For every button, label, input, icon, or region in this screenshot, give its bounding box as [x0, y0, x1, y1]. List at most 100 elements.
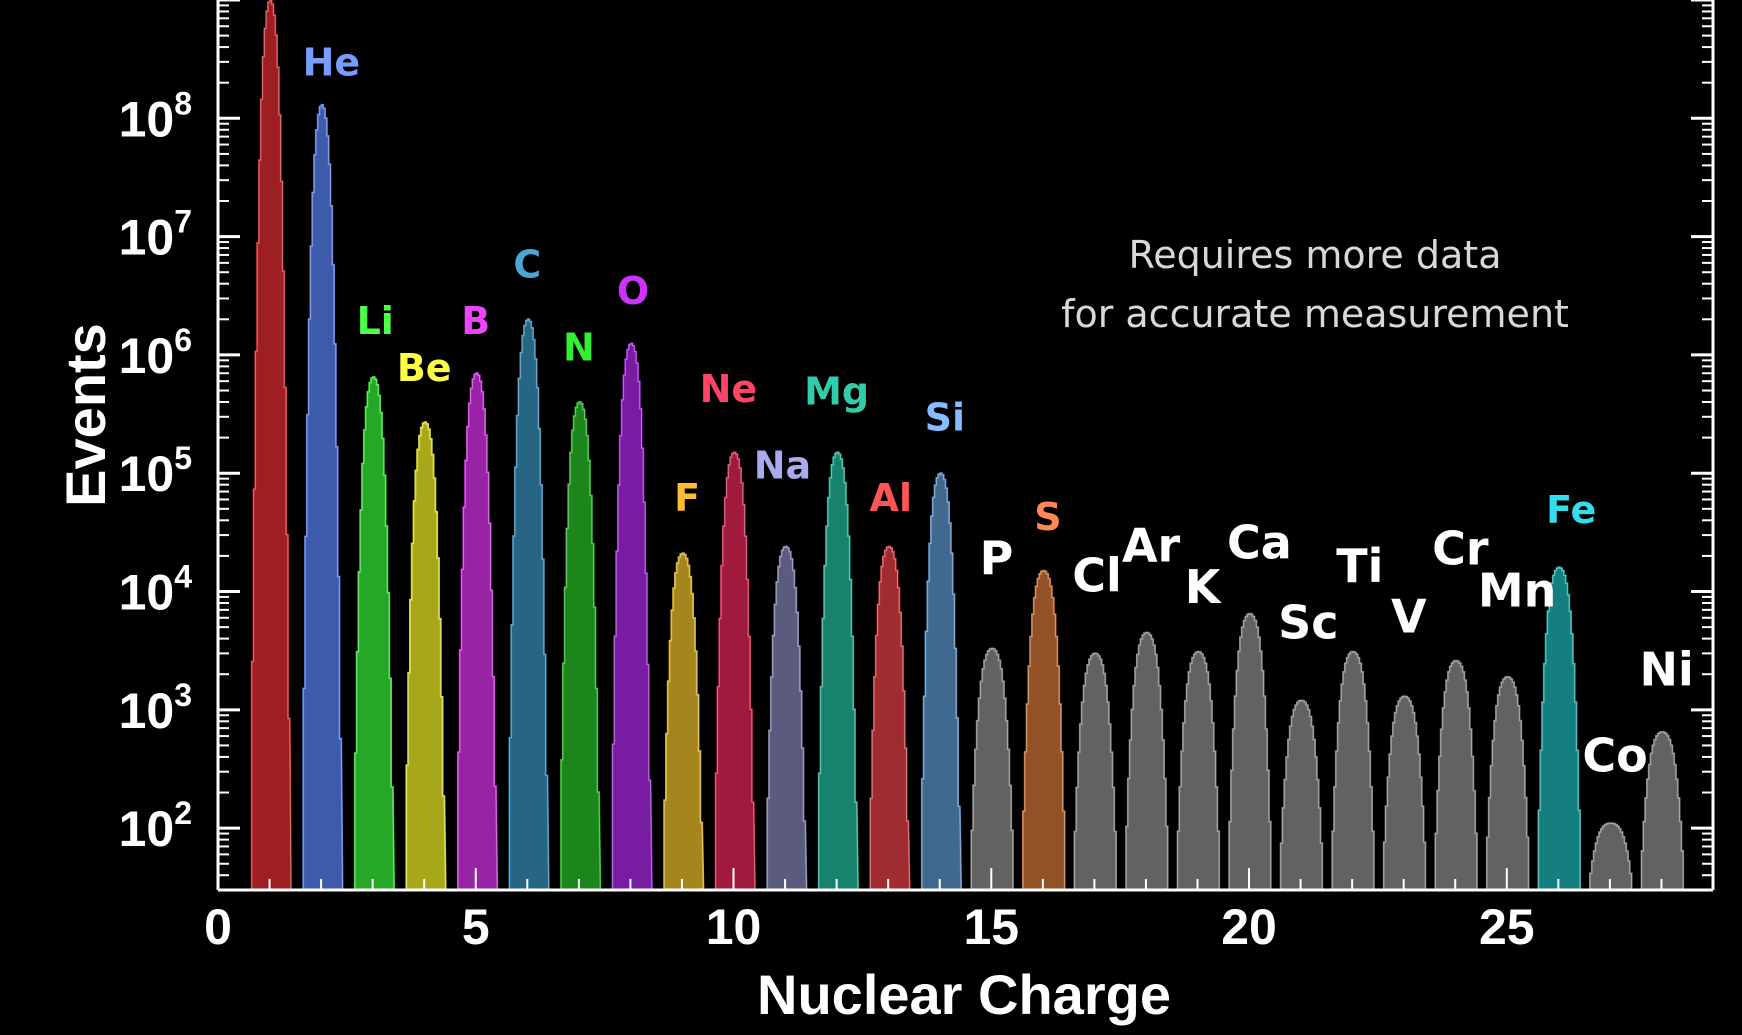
- element-label-mn: Mn: [1478, 563, 1557, 617]
- peak-z11: [765, 545, 808, 891]
- y-tick-label: 103: [119, 677, 192, 739]
- peak-z28: [1639, 731, 1685, 891]
- annotation-line-1: Requires more data: [1129, 233, 1502, 277]
- peak-z4: [404, 421, 447, 891]
- x-tick-label: 25: [1479, 899, 1535, 955]
- peak-outline-z5: [456, 372, 498, 891]
- peak-z24: [1433, 659, 1479, 891]
- axes-group: 102 103 104 105 106 107 108 0 5 10 15 20 25: [119, 0, 1715, 955]
- element-label-k: K: [1185, 560, 1223, 614]
- x-tick-label: 10: [706, 899, 762, 955]
- peak-outline-z16: [1021, 570, 1067, 891]
- peak-outline-z28: [1639, 731, 1685, 891]
- y-axis-title: Events: [54, 323, 117, 507]
- element-label-ar: Ar: [1122, 518, 1181, 572]
- peak-outline-z10: [713, 451, 756, 891]
- element-label-li: Li: [357, 299, 394, 343]
- annotation-line-2: for accurate measurement: [1061, 292, 1569, 336]
- peak-z17: [1072, 652, 1118, 891]
- peak-z13: [868, 545, 911, 891]
- element-label-f: F: [674, 476, 700, 520]
- peak-outline-z22: [1330, 651, 1376, 891]
- peak-z10: [713, 451, 756, 891]
- element-label-v: V: [1391, 590, 1427, 644]
- peak-z15: [969, 647, 1015, 891]
- y-tick-label: 105: [119, 440, 192, 502]
- peak-outline-z3: [353, 376, 395, 891]
- peak-z25: [1485, 675, 1531, 891]
- peak-outline-z20: [1227, 613, 1273, 891]
- peak-z20: [1227, 612, 1273, 891]
- y-tick-label: 108: [119, 85, 192, 147]
- peak-z19: [1175, 650, 1221, 891]
- element-label-cl: Cl: [1072, 549, 1122, 603]
- peak-outline-z9: [662, 552, 704, 891]
- peak-outline-z14: [920, 472, 962, 891]
- peak-z5: [456, 372, 499, 891]
- peak-outline-z27: [1588, 822, 1634, 891]
- peak-z6: [507, 318, 550, 891]
- peak-z18: [1124, 631, 1170, 891]
- peak-outline-z4: [404, 421, 447, 891]
- element-label-ni: Ni: [1639, 643, 1693, 697]
- peak-outline-z23: [1382, 695, 1428, 891]
- peak-outline-z18: [1124, 632, 1170, 891]
- peak-outline-z25: [1485, 676, 1531, 891]
- peak-outline-z21: [1278, 700, 1324, 891]
- element-label-o: O: [617, 269, 649, 313]
- peak-outline-z12: [817, 451, 859, 891]
- y-tick-label: 104: [119, 559, 193, 621]
- element-label-ca: Ca: [1227, 516, 1292, 570]
- peak-z7: [559, 401, 602, 891]
- peak-outline-z11: [765, 546, 808, 891]
- peak-z27: [1588, 822, 1634, 891]
- element-label-al: Al: [870, 476, 912, 520]
- x-tick-label: 5: [462, 899, 490, 955]
- element-label-si: Si: [925, 395, 965, 439]
- peak-z23: [1382, 695, 1428, 891]
- peak-z21: [1278, 699, 1324, 891]
- element-label-n: N: [563, 325, 595, 369]
- y-tick-label: 106: [119, 322, 192, 384]
- peak-outline-z6: [507, 318, 550, 891]
- peak-outline-z17: [1072, 652, 1118, 891]
- element-label-b: B: [461, 299, 490, 343]
- element-label-he: He: [303, 41, 361, 85]
- peak-outline-z7: [559, 401, 601, 891]
- element-label-ti: Ti: [1336, 539, 1383, 593]
- element-label-fe: Fe: [1546, 488, 1596, 532]
- peak-outline-z8: [610, 343, 653, 891]
- element-label-mg: Mg: [804, 370, 869, 414]
- peak-z2: [301, 103, 344, 891]
- element-label-p: P: [980, 531, 1014, 585]
- x-tick-label: 0: [204, 899, 232, 955]
- element-label-c: C: [513, 243, 541, 287]
- peak-outline-z15: [969, 648, 1015, 891]
- element-label-cr: Cr: [1432, 521, 1489, 575]
- peak-outline-z19: [1175, 651, 1221, 891]
- element-label-s: S: [1034, 495, 1061, 539]
- peak-z8: [610, 342, 653, 891]
- y-tick-label: 102: [119, 795, 192, 857]
- peak-z12: [817, 451, 860, 891]
- peak-outline-z24: [1433, 660, 1479, 891]
- x-axis-title: Nuclear Charge: [757, 963, 1171, 1026]
- y-tick-label: 107: [119, 204, 192, 266]
- peak-outline-z1: [250, 0, 292, 891]
- element-label-be: Be: [397, 346, 452, 390]
- x-tick-label: 15: [963, 899, 1019, 955]
- element-label-na: Na: [754, 444, 811, 488]
- peak-z26: [1536, 566, 1582, 891]
- element-label-co: Co: [1582, 729, 1647, 783]
- peak-z9: [662, 552, 705, 891]
- element-label-sc: Sc: [1278, 596, 1338, 650]
- peak-outline-z2: [301, 104, 344, 891]
- peak-z16: [1021, 569, 1067, 891]
- peak-outline-z13: [868, 546, 911, 891]
- peak-z1: [250, 0, 292, 891]
- peak-z14: [920, 472, 963, 891]
- peak-z22: [1330, 650, 1376, 891]
- peaks-group: [250, 0, 1685, 891]
